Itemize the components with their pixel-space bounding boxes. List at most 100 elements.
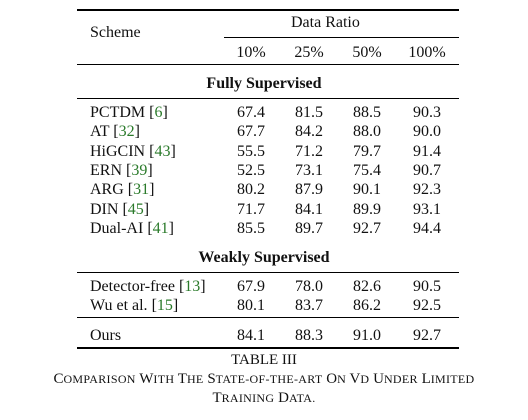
bracket: [ bbox=[113, 123, 119, 141]
data-ratio-underline bbox=[224, 37, 459, 38]
table-cell: 67.7 bbox=[237, 123, 265, 141]
ratio-column-header: 25% bbox=[294, 44, 324, 61]
table-cell: 92.3 bbox=[413, 181, 441, 199]
table-cell: 67.4 bbox=[237, 104, 265, 121]
scheme-header: Scheme bbox=[90, 24, 141, 41]
section-title: Fully Supervised bbox=[206, 75, 322, 92]
citation-link[interactable]: 45 bbox=[127, 200, 144, 218]
citation-link[interactable]: 39 bbox=[131, 161, 148, 179]
table-cell: 92.7 bbox=[353, 219, 381, 237]
table-cell: 71.7 bbox=[237, 200, 265, 218]
bracket: [ bbox=[149, 142, 155, 160]
citation-link[interactable]: 41 bbox=[152, 219, 169, 237]
bracket: ] bbox=[149, 181, 155, 199]
table-cell: 94.4 bbox=[413, 219, 441, 237]
citation-link[interactable]: 31 bbox=[133, 181, 150, 199]
table-cell: 91.4 bbox=[413, 142, 441, 160]
table-cell: 90.0 bbox=[413, 123, 441, 141]
citation-link[interactable]: 43 bbox=[154, 142, 171, 160]
method-label: Detector-free bbox=[90, 278, 179, 295]
table-cell: 87.9 bbox=[295, 181, 323, 199]
ratio-column-header: 10% bbox=[236, 44, 266, 61]
table-cell: 75.4 bbox=[353, 161, 381, 179]
table-cell: 86.2 bbox=[353, 297, 381, 315]
bracket: [ bbox=[178, 278, 185, 295]
table-cell: 79.7 bbox=[353, 142, 381, 160]
table-cell: 89.7 bbox=[295, 219, 323, 237]
table-cell: 55.5 bbox=[237, 142, 265, 160]
table-cell: 84.1 bbox=[295, 200, 323, 218]
table-cell: 81.5 bbox=[295, 104, 323, 121]
table-cell: 88.0 bbox=[353, 123, 381, 141]
table-label: TABLE III bbox=[231, 352, 297, 368]
table-cell: 71.2 bbox=[295, 142, 323, 160]
method-label: ARG bbox=[90, 181, 128, 199]
method-label: HiGCIN bbox=[90, 142, 150, 160]
table-cell: 88.3 bbox=[295, 327, 323, 344]
bracket: ] bbox=[134, 123, 140, 141]
section-rule bbox=[77, 272, 459, 273]
table-cell: 82.6 bbox=[353, 278, 381, 295]
table-cell: 89.9 bbox=[353, 200, 381, 218]
table-cell: 83.7 bbox=[295, 297, 323, 315]
citation-link[interactable]: 13 bbox=[184, 278, 201, 295]
header-rule bbox=[77, 64, 459, 65]
table-cell: 93.1 bbox=[413, 200, 441, 218]
table-cell: 85.5 bbox=[237, 219, 265, 237]
ours-rule bbox=[77, 317, 459, 318]
table-cell: 80.2 bbox=[237, 181, 265, 199]
method-label: Dual-AI bbox=[90, 219, 148, 237]
method-label: Wu et al. bbox=[90, 297, 152, 315]
table-cell: 84.1 bbox=[237, 327, 265, 344]
table-cell: 92.7 bbox=[413, 327, 441, 344]
table-cell: 73.1 bbox=[295, 161, 323, 179]
table-cell: 90.1 bbox=[353, 181, 381, 199]
bracket: [ bbox=[151, 297, 157, 315]
method-name: Wu et al. [15] bbox=[90, 297, 178, 315]
section-title: Weakly Supervised bbox=[198, 249, 330, 266]
table-cell: 84.2 bbox=[295, 123, 323, 141]
bracket: [ bbox=[149, 104, 155, 121]
caption-line-2: TRAINING DATA. bbox=[212, 390, 316, 406]
table-cell: 90.7 bbox=[413, 161, 441, 179]
top-rule bbox=[77, 9, 459, 11]
bracket: ] bbox=[172, 297, 179, 315]
method-name: PCTDM [6] bbox=[90, 104, 168, 122]
method-label: PCTDM bbox=[90, 104, 150, 121]
method-name: Dual-AI [41] bbox=[90, 220, 174, 238]
method-name: Detector-free [13] bbox=[90, 278, 206, 296]
table-cell: 88.5 bbox=[353, 104, 381, 121]
bracket: [ bbox=[127, 181, 134, 199]
method-name: HiGCIN [43] bbox=[90, 143, 176, 161]
table-cell: 92.5 bbox=[413, 297, 441, 315]
bracket: [ bbox=[126, 161, 132, 179]
ratio-column-header: 100% bbox=[408, 44, 446, 61]
bracket: ] bbox=[162, 104, 168, 121]
bracket: [ bbox=[122, 200, 128, 218]
method-label: AT bbox=[90, 123, 114, 141]
citation-link[interactable]: 32 bbox=[118, 123, 135, 141]
method-name: Ours bbox=[90, 327, 122, 344]
bracket: ] bbox=[170, 142, 176, 160]
citation-link[interactable]: 15 bbox=[156, 297, 173, 315]
table-cell: 90.3 bbox=[413, 104, 441, 121]
ratio-column-header: 50% bbox=[352, 44, 382, 61]
method-name: ARG [31] bbox=[90, 181, 154, 199]
bracket: ] bbox=[200, 278, 206, 295]
bracket: ] bbox=[147, 161, 153, 179]
method-name: ERN [39] bbox=[90, 162, 153, 180]
data-ratio-header: Data Ratio bbox=[291, 14, 360, 31]
caption-line-1: COMPARISON WITH THE STATE-OF-THE-ART ON … bbox=[53, 371, 475, 387]
table-cell: 90.5 bbox=[413, 278, 441, 295]
bracket: [ bbox=[147, 219, 153, 237]
bottom-rule bbox=[77, 347, 459, 349]
method-label: ERN bbox=[90, 161, 126, 179]
bracket: ] bbox=[143, 200, 150, 218]
table-cell: 91.0 bbox=[353, 327, 381, 344]
section-rule bbox=[77, 98, 459, 99]
citation-link[interactable]: 6 bbox=[154, 104, 163, 121]
table-cell: 67.9 bbox=[237, 278, 265, 295]
table-cell: 78.0 bbox=[295, 278, 323, 295]
table-cell: 52.5 bbox=[237, 161, 265, 179]
bracket: ] bbox=[168, 219, 174, 237]
